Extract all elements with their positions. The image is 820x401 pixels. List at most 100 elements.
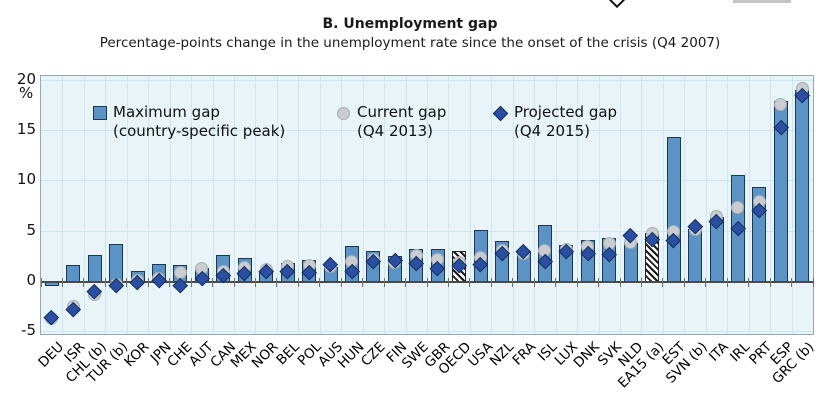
horizontal-gridline [41, 180, 813, 182]
vertical-gridline [212, 76, 214, 334]
x-axis-tick [662, 277, 664, 287]
max-gap-bar-GRC (b) [795, 90, 810, 282]
x-axis-tick [769, 277, 771, 287]
x-axis-tick [276, 277, 278, 287]
vertical-gridline [641, 76, 643, 334]
vertical-gridline [469, 76, 471, 334]
x-axis-tick [104, 277, 106, 287]
x-axis-tick [61, 277, 63, 287]
y-tick-label: 0 [26, 271, 36, 290]
vertical-gridline [148, 76, 150, 334]
plot-area [40, 75, 814, 335]
vertical-gridline [534, 76, 536, 334]
x-axis-tick [619, 277, 621, 287]
vertical-gridline [276, 76, 278, 334]
vertical-gridline [169, 76, 171, 334]
vertical-gridline [705, 76, 707, 334]
vertical-gridline [384, 76, 386, 334]
legend-projected-line2: (Q4 2015) [514, 121, 590, 140]
y-tick-label: 15 [16, 119, 36, 138]
x-axis-tick [705, 277, 707, 287]
horizontal-gridline [41, 331, 813, 333]
projected-gap-diamond-icon [492, 105, 509, 122]
x-axis-tick [212, 277, 214, 287]
max-gap-bar-NLD [623, 243, 638, 282]
x-axis-tick [147, 277, 149, 287]
max-gap-bar-ISR [66, 265, 81, 282]
y-tick-label: -5 [21, 321, 36, 340]
x-axis-tick [598, 277, 600, 287]
chart-title: B. Unemployment gap [322, 16, 498, 32]
y-tick-label: 10 [16, 170, 36, 189]
vertical-gridline [427, 76, 428, 334]
vertical-gridline [791, 76, 793, 334]
max-gap-bar-EST [666, 137, 681, 282]
x-axis-tick [533, 277, 535, 287]
x-axis-tick [576, 277, 578, 287]
legend-maximum-line1: Maximum gap [113, 103, 220, 121]
diamond-outline-fragment-icon [602, 0, 632, 9]
x-axis-tick [83, 277, 85, 287]
x-axis-tick [490, 277, 492, 287]
vertical-gridline [298, 76, 300, 334]
vertical-gridline [191, 76, 193, 334]
maximum-gap-square-icon [93, 106, 107, 120]
cropped-line-artifact [733, 0, 791, 3]
x-axis-tick [254, 277, 256, 287]
vertical-gridline [234, 76, 235, 334]
vertical-gridline [577, 76, 579, 334]
x-label-FRA: FRA [509, 339, 539, 369]
vertical-gridline [341, 76, 343, 334]
vertical-gridline [255, 76, 257, 334]
vertical-gridline [491, 76, 493, 334]
x-axis-tick [340, 277, 342, 287]
legend-projected-line1: Projected gap [514, 103, 618, 121]
y-axis-unit-label: % [19, 84, 34, 102]
vertical-gridline [405, 76, 407, 334]
vertical-gridline [684, 76, 686, 334]
horizontal-gridline [41, 79, 813, 81]
x-axis-tick [319, 277, 321, 287]
current-gap-marker-ESP [774, 97, 788, 111]
vertical-gridline [105, 76, 107, 334]
x-axis-tick [447, 277, 449, 287]
x-axis-tick [469, 277, 471, 287]
max-gap-bar-TUR (b) [109, 244, 124, 282]
vertical-gridline [662, 76, 664, 334]
x-axis-tick [812, 277, 814, 287]
x-axis-tick [190, 277, 192, 287]
x-axis-tick [726, 277, 728, 287]
x-axis-tick [126, 277, 128, 287]
current-gap-marker-IRL [731, 200, 745, 214]
legend-current-line1: Current gap [357, 103, 447, 121]
vertical-gridline [770, 76, 772, 334]
x-axis-tick [512, 277, 514, 287]
vertical-gridline [319, 76, 321, 334]
x-axis-tick [383, 277, 385, 287]
x-axis-tick [362, 277, 364, 287]
legend-item-current-gap: Current gap (Q4 2013) [337, 103, 446, 140]
vertical-gridline [512, 76, 514, 334]
x-axis-tick [683, 277, 685, 287]
vertical-gridline [362, 76, 364, 334]
vertical-gridline [748, 76, 750, 334]
vertical-gridline [83, 76, 85, 334]
x-axis-tick [233, 277, 235, 287]
legend-current-line2: (Q4 2013) [357, 121, 433, 140]
vertical-gridline [598, 76, 600, 334]
x-axis-tick [555, 277, 557, 287]
vertical-gridline [126, 76, 128, 334]
x-axis-tick [791, 277, 793, 287]
horizontal-gridline [41, 129, 813, 131]
current-gap-circle-icon [337, 107, 350, 120]
legend-item-projected-gap: Projected gap (Q4 2015) [492, 103, 618, 140]
y-tick-label: 5 [26, 220, 36, 239]
x-axis-tick [169, 277, 171, 287]
legend-item-maximum-gap: Maximum gap (country-specific peak) [93, 103, 285, 140]
max-gap-bar-CHL (b) [87, 255, 102, 282]
horizontal-gridline [41, 230, 813, 232]
vertical-gridline [448, 76, 450, 334]
vertical-gridline [620, 76, 621, 334]
chart-subtitle: Percentage-points change in the unemploy… [99, 35, 721, 51]
